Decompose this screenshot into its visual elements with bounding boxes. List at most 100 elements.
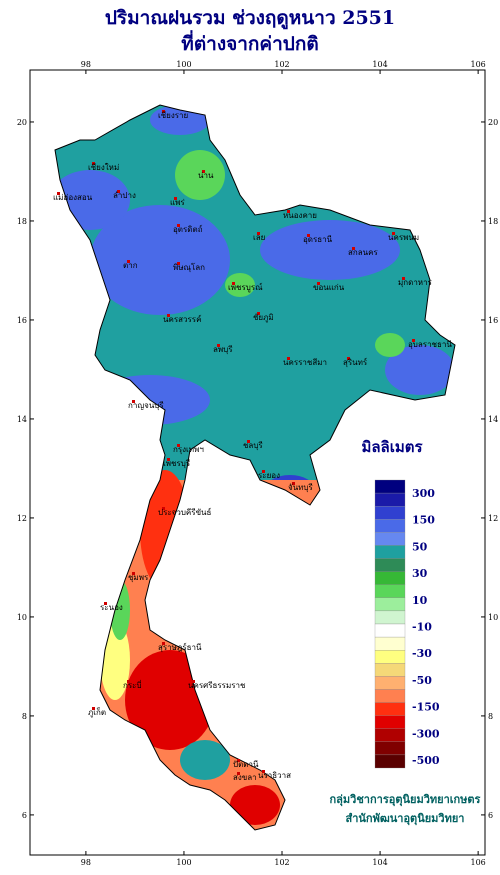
province-label: ลำปาง	[113, 191, 136, 200]
lat-label: 20	[488, 118, 498, 127]
lon-label: 104	[372, 858, 387, 867]
credit: สำนักพัฒนาอุตุนิยมวิทยา	[346, 812, 465, 826]
province-dot	[92, 707, 95, 710]
province-dot	[237, 759, 240, 762]
province-dot	[127, 680, 130, 683]
province-label: เพชรบุรี	[163, 459, 191, 468]
lon-label: 106	[470, 60, 485, 69]
lat-label: 14	[17, 415, 27, 424]
legend-label: 50	[412, 540, 428, 553]
province-dot	[352, 247, 355, 250]
province-label: นครพนม	[388, 233, 419, 242]
province-dot	[237, 772, 240, 775]
province-label: ระยอง	[258, 471, 280, 480]
legend-label: 10	[412, 594, 428, 607]
province-dot	[262, 770, 265, 773]
legend: มิลลิเมตร 300 150 50 30 10 -10 -30 -50 -150 -300 -…	[361, 438, 440, 769]
province-label: ชัยภูมิ	[253, 313, 274, 323]
province-label: สงขลา	[233, 773, 257, 782]
lat-label: 12	[17, 514, 27, 523]
province-dot	[132, 572, 135, 575]
province-label: จันทบุรี	[288, 483, 314, 492]
province-label: กาญจนบุรี	[128, 401, 164, 410]
legend-swatch	[374, 584, 406, 598]
legend-label: -30	[412, 647, 432, 660]
province-label: เลย	[253, 233, 265, 242]
province-dot	[292, 482, 295, 485]
province-label: นราธิวาส	[258, 771, 291, 780]
province-dot	[257, 232, 260, 235]
lon-label: 100	[176, 60, 191, 69]
province-label: นครราชสีมา	[283, 358, 327, 367]
legend-swatch	[374, 650, 406, 664]
province-label: น่าน	[198, 171, 214, 180]
legend-swatch	[374, 597, 406, 612]
province-label: ปัตตานี	[233, 760, 259, 769]
province-label: สุรินทร์	[343, 357, 368, 367]
lon-label: 98	[81, 60, 91, 69]
province-label: อุตรดิตถ์	[173, 224, 203, 234]
province-dot	[132, 400, 135, 403]
legend-label: -300	[412, 727, 440, 740]
province-dot	[167, 314, 170, 317]
province-dot	[392, 232, 395, 235]
legend-swatch	[374, 558, 406, 572]
province-label: เชียงใหม่	[88, 163, 119, 172]
lon-label: 104	[372, 60, 387, 69]
province-dot	[162, 110, 165, 113]
province-dot	[177, 262, 180, 265]
province-label: พิษณุโลก	[173, 262, 205, 272]
legend-swatch	[374, 532, 406, 546]
province-label: กรุงเทพฯ	[173, 445, 204, 454]
legend-swatch	[374, 741, 406, 756]
legend-label: -50	[412, 674, 432, 687]
lat-label: 8	[488, 712, 493, 721]
lat-label: 14	[488, 415, 498, 424]
province-dot	[177, 444, 180, 447]
province-label: ชลบุรี	[243, 441, 263, 450]
legend-swatch	[374, 728, 406, 742]
province-label: ลพบุรี	[213, 345, 233, 354]
province-dot	[202, 170, 205, 173]
lat-label: 18	[17, 217, 27, 226]
lat-label: 16	[488, 316, 498, 325]
province-label: นครศรีธรรมราช	[188, 681, 246, 690]
legend-swatch	[374, 519, 406, 533]
province-dot	[262, 470, 265, 473]
province-dot	[402, 277, 405, 280]
province-label: นครสวรรค์	[163, 314, 201, 324]
lon-label: 102	[274, 858, 289, 867]
province-dot	[177, 224, 180, 227]
province-dot	[192, 680, 195, 683]
legend-swatch	[374, 754, 406, 769]
province-dot	[162, 507, 165, 510]
lat-label: 6	[488, 811, 493, 820]
province-label: แม่ฮ่องสอน	[53, 193, 93, 202]
province-dot	[287, 357, 290, 360]
legend-swatch	[374, 689, 406, 703]
province-dot	[307, 234, 310, 237]
province-dot	[287, 210, 290, 213]
legend-label: -150	[412, 701, 440, 714]
province-label: ระนอง	[100, 603, 123, 612]
legend-swatch	[374, 545, 406, 559]
lat-label: 20	[17, 118, 27, 127]
legend-swatch	[374, 636, 406, 651]
lon-label: 102	[274, 60, 289, 69]
lon-label: 100	[176, 858, 191, 867]
province-dot	[127, 260, 130, 263]
province-label: ขอนแก่น	[313, 283, 345, 292]
lat-label: 8	[22, 712, 27, 721]
province-label: เพชรบูรณ์	[228, 282, 263, 293]
legend-label: -500	[412, 754, 440, 767]
lat-label: 10	[17, 613, 27, 622]
legend-swatch	[374, 492, 406, 507]
legend-title: มิลลิเมตร	[361, 438, 423, 456]
lon-label: 106	[470, 858, 485, 867]
legend-swatch	[374, 676, 406, 690]
province-dot	[232, 282, 235, 285]
province-dot	[217, 344, 220, 347]
lat-label: 12	[488, 514, 498, 523]
legend-label: 150	[412, 514, 435, 527]
